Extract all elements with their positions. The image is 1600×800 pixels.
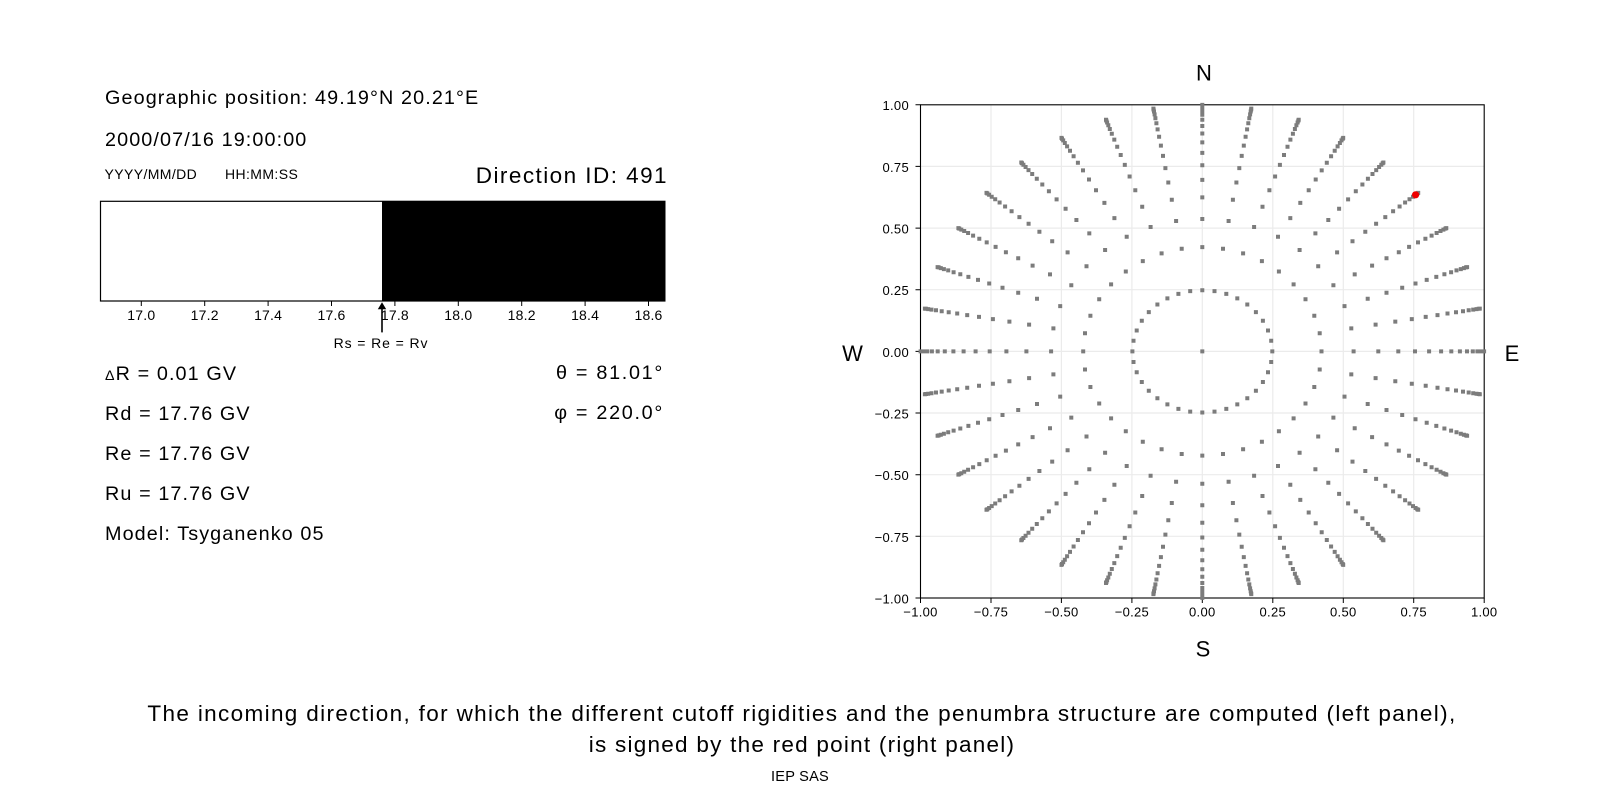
svg-text:−1.00: −1.00 [875,592,909,607]
svg-text:−0.75: −0.75 [974,605,1008,620]
svg-text:−0.25: −0.25 [1115,605,1149,620]
svg-text:0.25: 0.25 [882,283,909,298]
svg-text:0.50: 0.50 [882,222,909,237]
svg-text:0.00: 0.00 [882,345,909,360]
svg-text:18.0: 18.0 [444,307,472,323]
svg-text:0.75: 0.75 [882,160,909,175]
svg-text:−0.50: −0.50 [875,468,909,483]
svg-text:1.00: 1.00 [1471,605,1498,620]
svg-text:17.2: 17.2 [191,307,219,323]
svg-text:0.75: 0.75 [1400,605,1427,620]
svg-text:−0.50: −0.50 [1044,605,1078,620]
svg-text:0.25: 0.25 [1260,605,1287,620]
svg-text:W: W [842,341,863,366]
svg-text:0.50: 0.50 [1330,605,1357,620]
svg-text:S: S [1196,637,1211,662]
svg-text:17.4: 17.4 [254,307,282,323]
svg-text:−1.00: −1.00 [903,605,937,620]
svg-text:−0.75: −0.75 [875,530,909,545]
svg-text:0.00: 0.00 [1189,605,1216,620]
svg-text:18.6: 18.6 [634,307,662,323]
svg-text:1.00: 1.00 [882,98,909,113]
svg-text:17.0: 17.0 [127,307,155,323]
svg-text:17.8: 17.8 [381,307,409,323]
svg-text:−0.25: −0.25 [875,407,909,422]
svg-text:18.2: 18.2 [508,307,536,323]
svg-text:18.4: 18.4 [571,307,599,323]
svg-text:17.6: 17.6 [317,307,345,323]
svg-text:E: E [1505,341,1520,366]
svg-text:N: N [1196,61,1212,86]
